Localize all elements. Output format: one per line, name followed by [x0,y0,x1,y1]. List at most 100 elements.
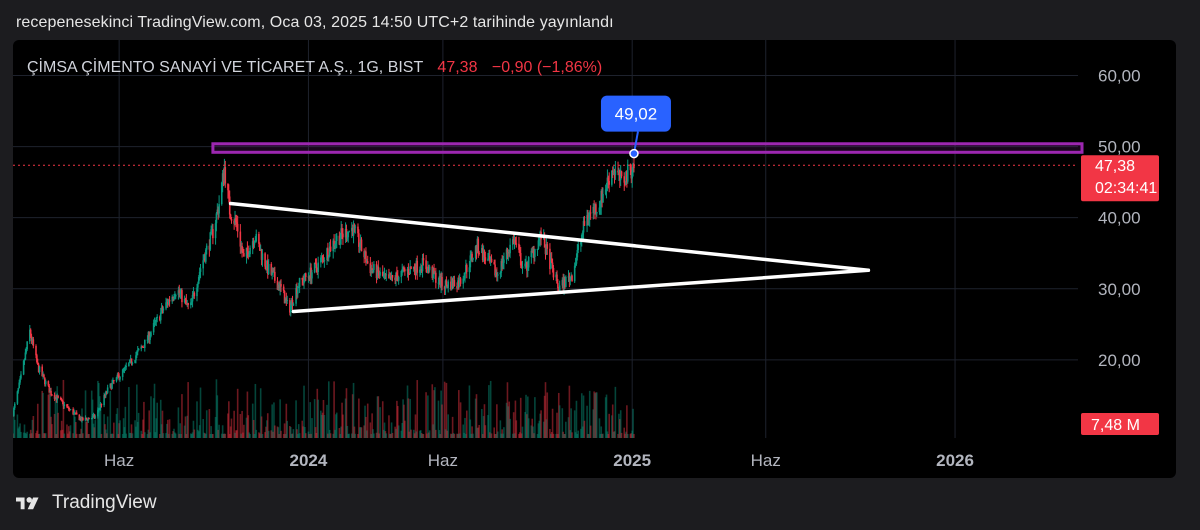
candle-body [588,218,590,220]
volume-bar [562,431,564,438]
volume-bar [608,413,610,438]
candle-body [53,394,56,399]
volume-bar [481,408,483,438]
candle-body [605,187,608,190]
volume-bar [26,431,28,438]
volume-bar [457,433,459,438]
candle-body [435,272,437,283]
volume-bar [481,433,484,438]
candle-body [197,283,199,288]
volume-bar [576,433,579,438]
candle-body [193,292,196,297]
candle-body [549,248,551,269]
candle-body [341,228,343,234]
volume-bar [626,433,629,438]
candle-body [608,181,610,185]
candle-body [470,253,472,256]
chart-panel[interactable]: 49,02 ÇİMSA ÇİMENTO SANAYİ VE TİCARET A.… [13,40,1176,478]
candle-body [220,182,223,205]
candle-body [557,283,559,289]
candle-body [321,256,324,258]
volume-bar [159,433,161,438]
volume-bar [395,428,397,438]
candle-body [569,276,572,282]
volume-bar [614,386,617,438]
tradingview-brand[interactable]: TradingView [16,492,157,514]
candle-body [98,408,101,410]
volume-bar [56,386,59,438]
candle-body [44,381,47,385]
volume-bar [297,424,300,438]
volume-bar [391,432,394,438]
volume-bar [214,417,217,438]
volume-bar [80,428,82,438]
bar-countdown: 02:34:41 [1095,180,1157,197]
candle-body [134,360,136,363]
candle-body [573,265,576,282]
candle-body [24,352,27,360]
candle-body [112,379,114,383]
volume-bar [401,422,404,438]
volume-bar [527,418,530,438]
volume-bar [525,394,527,438]
resistance-zone[interactable] [211,142,1084,154]
candle-body [389,276,391,279]
volume-bar [152,398,155,438]
volume-bar [265,426,267,438]
volume-badge[interactable]: 7,48 M [1081,413,1159,435]
volume-bar [197,429,199,438]
volume-bar [422,434,425,438]
candle-body [509,244,511,254]
volume-bar [50,416,52,438]
candle-body [303,280,305,284]
triangle-lower-line[interactable] [291,268,871,314]
candle-body [620,171,623,177]
volume-bar [260,416,263,438]
price-chart[interactable]: 49,02 ÇİMSA ÇİMENTO SANAYİ VE TİCARET A.… [13,40,1176,478]
volume-bar [524,412,526,438]
candle-body [29,329,32,337]
volume-bar [79,433,82,438]
candle-body [495,272,497,276]
time-axis[interactable]: Haz 2024 Haz 2025 Haz 2026 [104,451,974,470]
volume-bar [153,383,156,438]
volume-bar [474,398,477,438]
candle-body [81,417,83,421]
volume-bar [575,400,578,438]
price-axis[interactable]: 60,00 50,00 40,00 30,00 20,00 [1098,67,1141,370]
candle-body [149,336,151,340]
candle-body [75,412,77,414]
candle-body [586,215,588,226]
volume-bar [363,425,365,438]
candle-body [251,241,254,248]
volume-bar [539,413,541,438]
volume-bar [470,433,472,438]
callout-box[interactable] [600,95,671,132]
candle-body [505,249,508,260]
candle-body [48,385,51,393]
volume-bar [438,430,441,438]
candle-body [280,283,282,287]
volume-bar [320,410,322,438]
last-price-value: 47,38 [1095,158,1135,175]
volume-bar [49,393,51,438]
volume-bar [283,423,286,438]
triangle-upper-line[interactable] [228,201,871,273]
candle-body [612,171,615,173]
volume-bar [350,433,353,438]
callout-point[interactable] [629,148,639,159]
volume-bar [171,433,174,438]
candle-body [383,274,386,276]
candle-body [626,171,628,182]
volume-bar [205,433,207,438]
candle-body [427,266,429,273]
candle-body [218,204,220,214]
volume-bar [156,402,158,438]
candle-body [273,271,275,273]
candle-body [390,275,393,280]
last-price-badge[interactable]: 47,38 02:34:41 [1081,155,1159,202]
candle-body [335,235,338,242]
drawings[interactable]: 49,02 [13,95,1084,314]
volume-bar [465,410,468,438]
volume-bar [558,405,561,438]
